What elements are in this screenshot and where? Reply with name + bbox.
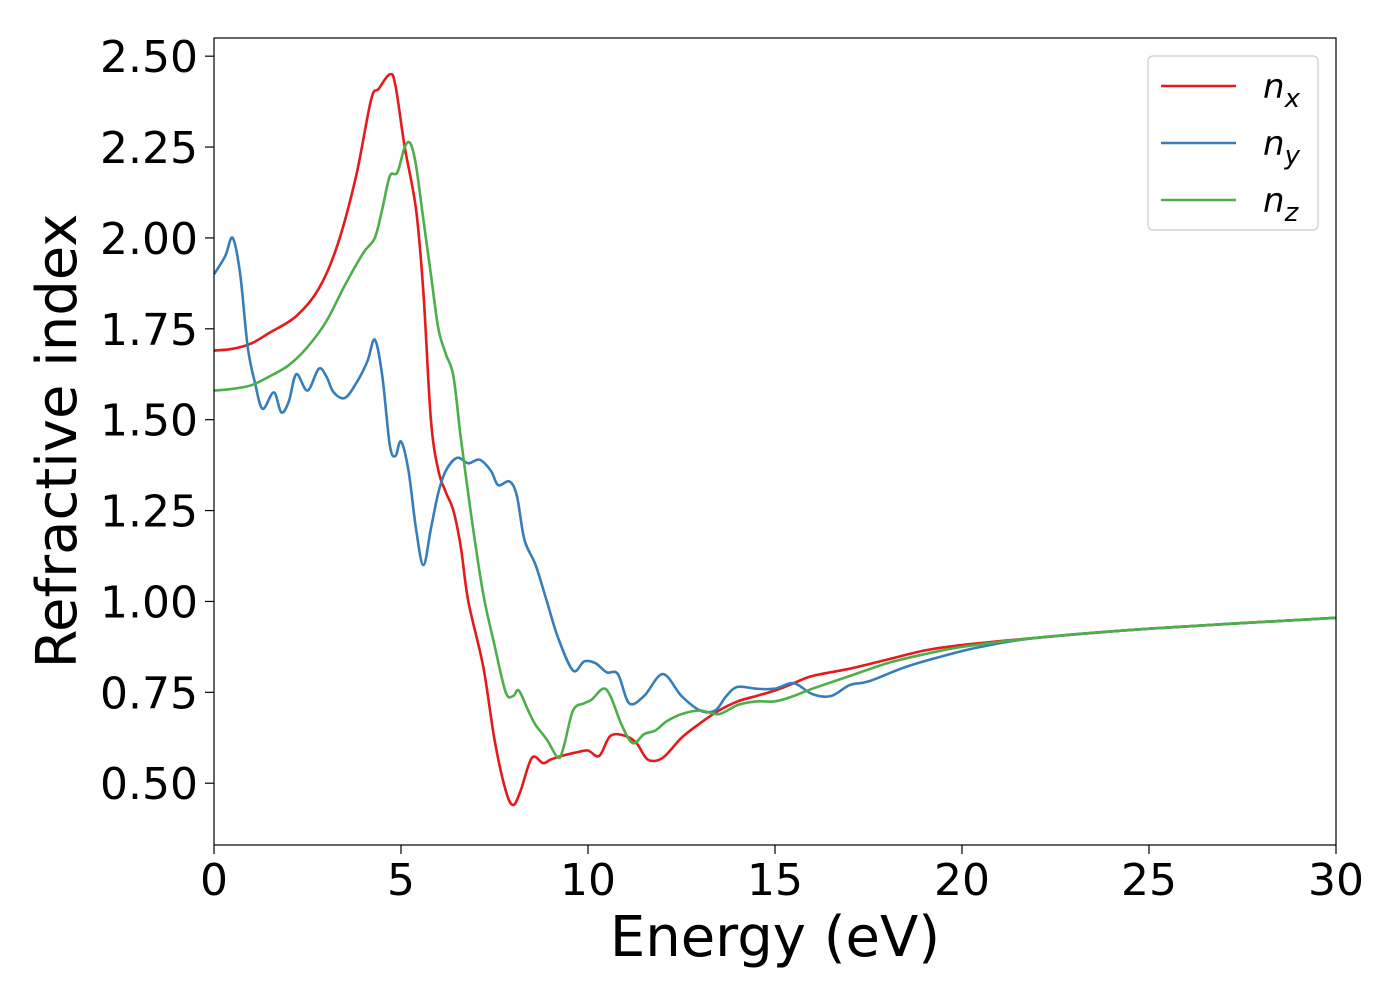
x-tick-label: 15 bbox=[747, 855, 803, 906]
y-tick-label: 0.50 bbox=[100, 759, 198, 810]
x-axis-label: Energy (eV) bbox=[610, 905, 940, 970]
y-tick-label: 2.00 bbox=[100, 214, 198, 265]
y-tick-label: 0.75 bbox=[100, 668, 198, 719]
y-tick-label: 1.50 bbox=[100, 396, 198, 447]
y-tick-label: 1.75 bbox=[100, 305, 198, 356]
series-line-n-z bbox=[214, 140, 1336, 760]
x-tick-label: 5 bbox=[387, 855, 415, 906]
y-tick-label: 2.50 bbox=[100, 32, 198, 83]
y-tick-label: 1.00 bbox=[100, 577, 198, 628]
x-tick-label: 10 bbox=[560, 855, 616, 906]
series-layer bbox=[214, 72, 1336, 807]
y-axis-label: Refractive index bbox=[25, 214, 90, 669]
x-tick-label: 0 bbox=[200, 855, 228, 906]
y-axis-ticks: 0.50 0.75 1.00 1.25 1.50 1.75 2.00 2.25 2.50 bbox=[100, 32, 214, 810]
x-tick-label: 25 bbox=[1121, 855, 1177, 906]
y-tick-label: 1.25 bbox=[100, 487, 198, 538]
y-tick-label: 2.25 bbox=[100, 123, 198, 174]
series-line-n-y bbox=[214, 236, 1336, 714]
x-axis-ticks: 0 5 10 15 20 25 30 bbox=[200, 845, 1364, 906]
x-tick-label: 30 bbox=[1308, 855, 1364, 906]
x-tick-label: 20 bbox=[934, 855, 990, 906]
